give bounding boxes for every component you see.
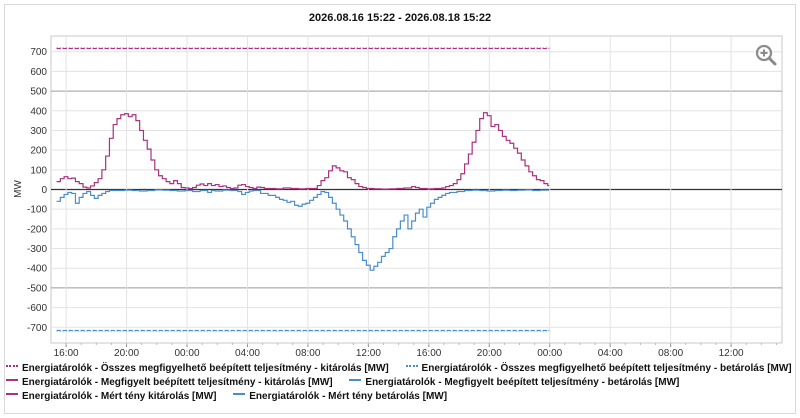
zoom-in-icon[interactable]	[754, 43, 778, 67]
y-tick-label: 600	[30, 67, 47, 78]
x-tick-label: 00:00	[175, 348, 200, 359]
legend-item[interactable]: Energiatárolók - Mért tény kitárolás [MW…	[6, 390, 216, 404]
legend-label: Energiatárolók - Összes megfigyelhető be…	[421, 363, 792, 374]
y-tick-label: 300	[30, 126, 47, 137]
x-tick-label: 20:00	[477, 348, 502, 359]
y-tick-label: -600	[27, 303, 47, 314]
y-tick-label: -700	[27, 323, 47, 334]
x-tick-label: 04:00	[235, 348, 260, 359]
legend-row: Energiatárolók - Megfigyelt beépített te…	[6, 376, 786, 390]
y-tick-label: -400	[27, 264, 47, 275]
x-tick-label: 16:00	[54, 348, 79, 359]
x-tick-label: 12:00	[719, 348, 744, 359]
y-axis-label: MW	[13, 180, 24, 198]
dotted-purple-swatch	[6, 365, 18, 368]
series-line-4	[56, 112, 550, 190]
y-tick-label: 100	[30, 165, 47, 176]
chart-legend: Energiatárolók - Összes megfigyelhető be…	[6, 362, 792, 404]
line-chart: 700 600 500 400 300 200 100 0 -100 -200 -300 -400 -5…	[13, 35, 783, 359]
legend-item[interactable]: Energiatárolók - Megfigyelt beépített te…	[6, 376, 333, 390]
solid-purple-swatch	[6, 393, 18, 396]
axis-layer: 700 600 500 400 300 200 100 0 -100 -200 -300 -400 -5…	[27, 47, 777, 359]
y-tick-label: 500	[30, 87, 47, 98]
dashed-purple-swatch	[6, 379, 18, 382]
legend-label: Energiatárolók - Összes megfigyelhető be…	[22, 363, 389, 374]
legend-label: Energiatárolók - Megfigyelt beépített te…	[365, 377, 680, 388]
chart-title: 2026.08.16 15:22 - 2026.08.18 15:22	[308, 12, 492, 24]
solid-blue-swatch	[233, 393, 246, 396]
x-tick-label: 08:00	[658, 348, 683, 359]
x-tick-label: 08:00	[295, 348, 320, 359]
x-tick-label: 04:00	[598, 348, 623, 359]
grid-layer	[50, 35, 783, 344]
y-tick-label: -500	[27, 283, 47, 294]
x-tick-label: 20:00	[114, 348, 139, 359]
legend-row: Energiatárolók - Összes megfigyelhető be…	[6, 362, 792, 376]
y-tick-label: 400	[30, 106, 47, 117]
dotted-blue-swatch	[405, 365, 418, 368]
legend-label: Energiatárolók - Mért tény betárolás [MW…	[249, 391, 448, 402]
y-tick-label: -200	[27, 224, 47, 235]
x-tick-label: 00:00	[537, 348, 562, 359]
legend-label: Energiatárolók - Megfigyelt beépített te…	[22, 377, 333, 388]
legend-item[interactable]: Energiatárolók - Összes megfigyelhető be…	[405, 362, 792, 376]
legend-item[interactable]: Energiatárolók - Megfigyelt beépített te…	[349, 376, 679, 390]
y-tick-label: -300	[27, 244, 47, 255]
series-layer	[56, 47, 550, 332]
y-tick-label: 200	[30, 146, 47, 157]
x-tick-label: 16:00	[416, 348, 441, 359]
y-tick-label: 0	[41, 185, 47, 196]
legend-item[interactable]: Energiatárolók - Összes megfigyelhető be…	[6, 362, 389, 376]
legend-label: Energiatárolók - Mért tény kitárolás [MW…	[22, 391, 217, 402]
y-tick-label: -100	[27, 205, 47, 216]
legend-item[interactable]: Energiatárolók - Mért tény betárolás [MW…	[233, 390, 447, 404]
y-tick-label: 700	[30, 47, 47, 58]
series-line-5	[56, 189, 550, 271]
legend-row: Energiatárolók - Mért tény kitárolás [MW…	[6, 390, 786, 404]
x-tick-label: 12:00	[356, 348, 381, 359]
dashed-blue-swatch	[349, 379, 362, 382]
